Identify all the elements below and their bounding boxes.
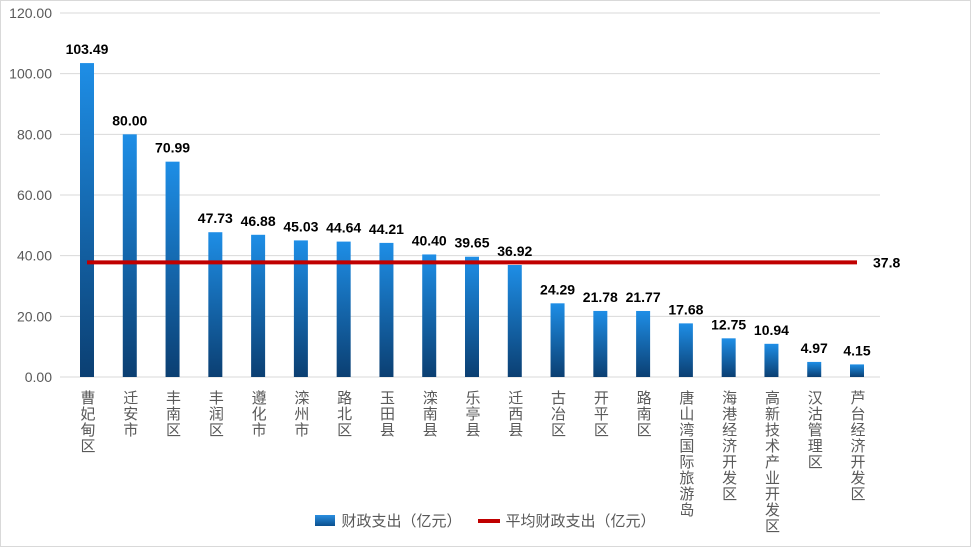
legend-label-bar: 财政支出（亿元）	[341, 513, 462, 530]
bar	[593, 310, 608, 377]
data-label: 24.29	[540, 281, 575, 297]
y-tick-label: 60.00	[17, 187, 52, 203]
bar	[208, 232, 223, 377]
data-label: 46.88	[241, 213, 276, 229]
x-tick-label: 高新技术产业开发区	[763, 390, 780, 534]
bar	[379, 242, 394, 377]
legend-item-average: 平均财政支出（亿元）	[477, 510, 656, 531]
x-tick-label: 古冶区	[549, 390, 566, 438]
x-tick-label: 路南区	[635, 390, 652, 438]
data-label: 44.64	[326, 220, 361, 236]
bar	[850, 364, 864, 377]
bar	[336, 241, 351, 377]
bar	[165, 161, 180, 377]
legend-swatch-bar	[315, 515, 336, 526]
x-tick-label: 遵化市	[250, 389, 267, 438]
x-tick-label: 海港经济开发区	[720, 390, 737, 502]
bar	[507, 265, 522, 377]
data-label: 103.49	[66, 41, 109, 57]
x-tick-label: 乐亭县	[464, 390, 481, 438]
data-label: 44.21	[369, 221, 404, 237]
bar	[807, 361, 822, 377]
y-tick-label: 120.00	[9, 5, 52, 21]
x-tick-label: 唐山湾国际旅游岛	[677, 390, 694, 518]
bar	[122, 134, 137, 377]
x-tick-label: 滦州市	[292, 389, 309, 438]
bar	[678, 323, 693, 377]
data-label: 70.99	[155, 140, 190, 156]
x-tick-label: 芦台经济开发区	[849, 390, 866, 502]
bar	[636, 310, 651, 377]
y-tick-label: 100.00	[9, 66, 52, 82]
y-tick-label: 80.00	[17, 126, 52, 142]
data-label: 17.68	[668, 301, 703, 317]
data-label: 4.97	[801, 340, 828, 356]
bar	[80, 63, 94, 378]
x-tick-label: 丰润区	[207, 390, 224, 438]
y-tick-label: 0.00	[25, 369, 52, 385]
y-tick-label: 40.00	[17, 248, 52, 264]
bar	[550, 303, 565, 377]
x-tick-label: 丰南区	[164, 390, 181, 438]
data-label: 4.15	[843, 342, 870, 358]
x-tick-label: 开平区	[592, 390, 609, 438]
bar	[721, 338, 736, 377]
data-label: 36.92	[497, 243, 532, 259]
bar	[293, 240, 308, 377]
legend-swatch-line	[477, 518, 500, 523]
data-label: 45.03	[283, 218, 318, 234]
x-tick-label: 迁安市	[121, 390, 138, 438]
data-label: 10.94	[754, 322, 789, 338]
bar	[251, 234, 266, 377]
bar	[422, 254, 437, 377]
bar	[465, 256, 479, 377]
data-label: 12.75	[711, 316, 746, 332]
x-tick-label: 曹妃甸区	[79, 390, 96, 454]
x-tick-label: 滦南县	[421, 389, 438, 438]
x-tick-label: 迁西县	[506, 390, 523, 438]
legend-label-average: 平均财政支出（亿元）	[505, 513, 656, 530]
x-tick-label: 汉沽管理区	[806, 390, 823, 470]
data-label: 39.65	[454, 235, 489, 251]
legend-item-bar: 财政支出（亿元）	[315, 510, 462, 531]
data-label: 47.73	[198, 210, 233, 226]
data-label: 21.77	[626, 289, 661, 305]
bar	[764, 343, 779, 377]
x-tick-label: 玉田县	[378, 390, 395, 438]
average-label: 37.8	[873, 254, 900, 270]
data-label: 21.78	[583, 289, 618, 305]
y-tick-label: 20.00	[17, 308, 52, 324]
x-tick-label: 路北区	[335, 390, 352, 438]
legend: 财政支出（亿元） 平均财政支出（亿元）	[0, 510, 971, 531]
data-label: 40.40	[412, 232, 447, 248]
data-label: 80.00	[112, 112, 147, 128]
